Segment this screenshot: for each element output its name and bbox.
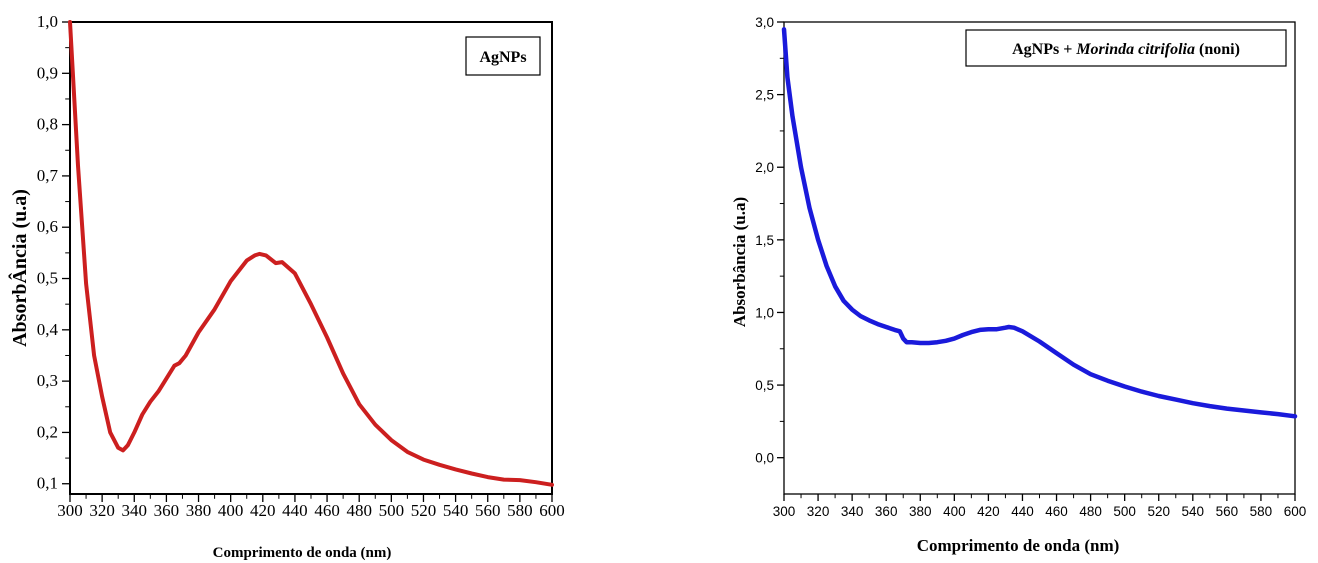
left-y-tick-label: 1,0 bbox=[37, 12, 58, 31]
left-x-tick-label: 380 bbox=[186, 501, 212, 520]
left-plot-frame bbox=[69, 21, 553, 495]
right-x-tick-label: 440 bbox=[1011, 504, 1034, 519]
right-x-tick-label: 600 bbox=[1284, 504, 1307, 519]
left-y-tick-label: 0,3 bbox=[37, 371, 58, 390]
left-y-tick-label: 0,1 bbox=[37, 474, 58, 493]
left-series-line bbox=[68, 20, 554, 487]
right-chart: 300 320 340 360 380 400 420 440 460 480 500 520 540 5… bbox=[730, 15, 1306, 555]
right-x-tick-label: 560 bbox=[1216, 504, 1239, 519]
right-y-tick-label: 0,0 bbox=[755, 451, 774, 466]
right-y-tick-label: 2,5 bbox=[755, 88, 774, 103]
right-y-tick-label: 3,0 bbox=[755, 15, 774, 30]
left-y-tick-label: 0,9 bbox=[37, 63, 58, 82]
right-legend: AgNPs + Morinda citrifolia (noni) bbox=[965, 29, 1287, 67]
right-y-tick-label: 0,5 bbox=[755, 378, 774, 393]
left-x-tick-label: 360 bbox=[154, 501, 180, 520]
left-legend-box bbox=[465, 36, 541, 76]
right-x-tick-label: 500 bbox=[1113, 504, 1136, 519]
right-x-axis-title: Comprimento de onda (nm) bbox=[917, 536, 1120, 555]
left-x-tick-label: 560 bbox=[475, 501, 501, 520]
right-y-tick-label: 2,0 bbox=[755, 160, 774, 175]
left-y-axis-title: AbsorbÂncia (u.a) bbox=[7, 189, 31, 347]
left-x-axis-title: Comprimento de onda (nm) bbox=[213, 545, 392, 561]
right-plot-frame bbox=[783, 21, 1296, 495]
right-x-tick-label: 300 bbox=[773, 504, 796, 519]
left-axis-ticks: 300 320 340 360 380 400 420 440 460 480 500 520 540 5… bbox=[37, 12, 565, 520]
right-x-tick-label: 400 bbox=[943, 504, 966, 519]
right-legend-prefix: AgNPs + bbox=[1012, 41, 1076, 58]
left-x-tick-label: 600 bbox=[539, 501, 565, 520]
left-x-tick-label: 460 bbox=[314, 501, 340, 520]
right-x-tick-label: 320 bbox=[807, 504, 830, 519]
right-series-line bbox=[781, 27, 1298, 419]
left-y-tick-label: 0,4 bbox=[37, 320, 59, 339]
right-x-tick-label: 520 bbox=[1147, 504, 1170, 519]
left-y-tick-label: 0,5 bbox=[37, 269, 58, 288]
right-x-tick-label: 460 bbox=[1045, 504, 1068, 519]
left-x-tick-label: 480 bbox=[346, 501, 372, 520]
left-x-tick-label: 420 bbox=[250, 501, 276, 520]
left-x-tick-label: 520 bbox=[411, 501, 437, 520]
left-y-tick-label: 0,7 bbox=[37, 166, 59, 185]
left-y-tick-label: 0,2 bbox=[37, 422, 58, 441]
right-x-tick-label: 540 bbox=[1182, 504, 1205, 519]
right-legend-label: AgNPs + Morinda citrifolia (noni) bbox=[1012, 41, 1240, 58]
right-x-tick-label: 340 bbox=[841, 504, 864, 519]
right-legend-box bbox=[965, 29, 1287, 67]
left-x-tick-label: 440 bbox=[282, 501, 308, 520]
left-y-tick-label: 0,8 bbox=[37, 115, 58, 134]
right-x-tick-label: 380 bbox=[909, 504, 932, 519]
right-x-tick-label: 420 bbox=[977, 504, 1000, 519]
left-chart: 300 320 340 360 380 400 420 440 460 480 500 520 540 5… bbox=[7, 12, 565, 561]
left-x-tick-label: 320 bbox=[89, 501, 115, 520]
left-legend: AgNPs bbox=[465, 36, 541, 76]
right-legend-italic: Morinda citrifolia bbox=[1075, 41, 1195, 58]
left-x-tick-label: 400 bbox=[218, 501, 244, 520]
right-y-tick-label: 1,5 bbox=[755, 233, 774, 248]
right-y-axis-title: Absorbância (u.a) bbox=[730, 197, 749, 327]
left-x-tick-label: 340 bbox=[122, 501, 148, 520]
left-x-tick-label: 540 bbox=[443, 501, 469, 520]
right-y-tick-label: 1,0 bbox=[755, 305, 774, 320]
left-legend-label: AgNPs bbox=[479, 49, 526, 66]
right-x-tick-label: 580 bbox=[1250, 504, 1273, 519]
right-legend-suffix: (noni) bbox=[1195, 41, 1240, 58]
right-x-tick-label: 360 bbox=[875, 504, 898, 519]
left-y-tick-label: 0,6 bbox=[37, 217, 58, 236]
right-x-tick-label: 480 bbox=[1079, 504, 1102, 519]
left-x-tick-label: 500 bbox=[379, 501, 405, 520]
left-x-tick-label: 300 bbox=[57, 501, 83, 520]
right-axis-ticks: 300 320 340 360 380 400 420 440 460 480 500 520 540 5… bbox=[755, 15, 1306, 519]
left-x-tick-label: 580 bbox=[507, 501, 533, 520]
